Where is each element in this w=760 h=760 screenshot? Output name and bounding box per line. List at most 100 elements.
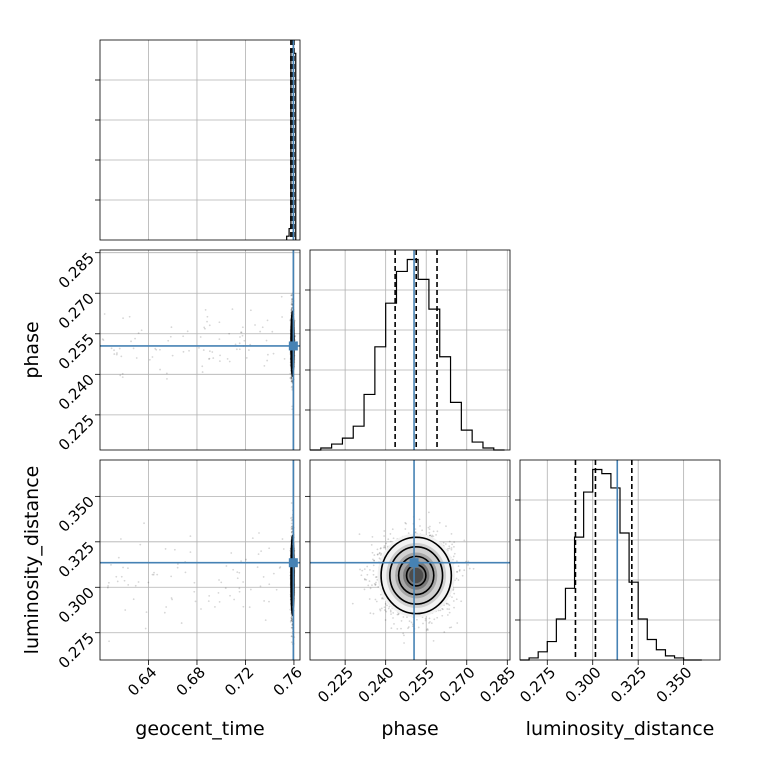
scatter-point bbox=[378, 552, 381, 555]
histogram-bin bbox=[629, 582, 638, 660]
scatter-point bbox=[116, 580, 119, 583]
scatter-point bbox=[290, 526, 293, 529]
scatter-point bbox=[218, 360, 221, 363]
panel-border bbox=[99, 39, 301, 241]
scatter-point bbox=[206, 320, 208, 323]
scatter-point bbox=[208, 350, 211, 353]
scatter-point bbox=[156, 573, 159, 576]
histogram-bin bbox=[461, 430, 472, 450]
scatter-point bbox=[208, 357, 211, 360]
scatter-point bbox=[235, 348, 238, 351]
histogram-step-phase bbox=[310, 258, 505, 451]
scatter-point bbox=[234, 343, 237, 346]
scatter-point bbox=[375, 600, 378, 603]
scatter-point bbox=[363, 568, 366, 571]
scatter-point bbox=[444, 543, 447, 545]
scatter-point bbox=[294, 339, 297, 342]
scatter-point bbox=[289, 377, 292, 379]
scatter-point bbox=[290, 635, 293, 638]
scatter-point bbox=[450, 547, 453, 549]
scatter-point bbox=[435, 533, 437, 536]
scatter-point bbox=[281, 316, 284, 318]
scatter-point bbox=[373, 554, 376, 556]
scatter-point bbox=[290, 377, 293, 379]
scatter-point bbox=[445, 602, 448, 605]
scatter-point bbox=[417, 626, 420, 629]
scatter-point bbox=[463, 569, 466, 572]
scatter-point bbox=[290, 519, 293, 522]
scatter-point bbox=[263, 600, 266, 602]
scatter-point bbox=[263, 364, 266, 367]
scatter-point bbox=[437, 609, 440, 612]
scatter-point bbox=[171, 354, 174, 357]
scatter-point bbox=[432, 530, 435, 533]
scatter-point bbox=[291, 626, 293, 629]
scatter-point bbox=[290, 619, 293, 621]
scatter-point bbox=[383, 535, 386, 537]
scatter-point bbox=[242, 581, 245, 583]
scatter-point bbox=[424, 617, 427, 620]
histogram-bin bbox=[353, 426, 364, 450]
scatter-panel-geocent_time-luminosity_distance bbox=[95, 459, 301, 661]
scatter-point bbox=[403, 642, 405, 644]
scatter-point bbox=[429, 620, 431, 623]
scatter-point bbox=[127, 567, 129, 570]
histogram-bin bbox=[375, 347, 386, 450]
scatter-point bbox=[290, 619, 293, 622]
scatter-point bbox=[383, 609, 386, 611]
scatter-point bbox=[291, 525, 293, 528]
scatter-point bbox=[200, 608, 202, 610]
scatter-point bbox=[127, 583, 130, 586]
scatter-point bbox=[372, 564, 375, 567]
scatter-point bbox=[405, 522, 408, 525]
scatter-point bbox=[421, 529, 424, 532]
histogram-bin bbox=[418, 279, 429, 450]
scatter-point bbox=[455, 598, 458, 601]
scatter-point bbox=[427, 526, 430, 529]
scatter-point bbox=[374, 598, 377, 601]
scatter-point bbox=[371, 535, 374, 538]
scatter-point bbox=[238, 348, 241, 351]
hist-panel-phase bbox=[305, 249, 511, 451]
scatter-point bbox=[155, 348, 158, 351]
scatter-point bbox=[242, 605, 245, 608]
scatter-point bbox=[379, 547, 382, 550]
histogram-bin bbox=[429, 309, 440, 450]
scatter-point bbox=[446, 614, 449, 616]
scatter-point bbox=[236, 571, 239, 574]
scatter-point bbox=[291, 298, 293, 301]
hist-panel-geocent_time bbox=[95, 39, 301, 241]
scatter-point bbox=[458, 568, 461, 571]
scatter-point bbox=[447, 603, 450, 606]
scatter-point bbox=[139, 543, 142, 546]
scatter-point bbox=[373, 582, 376, 585]
scatter-point bbox=[361, 569, 364, 572]
histogram-bin bbox=[364, 394, 375, 450]
scatter-point bbox=[456, 622, 459, 624]
scatter-point bbox=[268, 583, 271, 586]
scatter-point bbox=[441, 614, 444, 617]
scatter-point bbox=[132, 598, 135, 601]
scatter-point bbox=[211, 351, 214, 353]
scatter-point bbox=[208, 594, 211, 597]
scatter-point bbox=[403, 634, 405, 637]
scatter-point bbox=[163, 611, 166, 614]
scatter-point bbox=[218, 321, 221, 324]
scatter-point bbox=[407, 627, 409, 630]
scatter-point bbox=[404, 528, 407, 530]
scatter-point bbox=[208, 324, 211, 327]
scatter-point bbox=[369, 587, 372, 590]
scatter-point bbox=[448, 608, 451, 610]
scatter-point bbox=[259, 330, 262, 333]
scatter-point bbox=[388, 605, 391, 608]
scatter-point bbox=[186, 330, 189, 333]
truth-marker bbox=[288, 341, 298, 351]
scatter-point bbox=[290, 299, 293, 302]
scatter-point bbox=[414, 531, 417, 534]
scatter-point bbox=[204, 327, 206, 330]
scatter-point bbox=[396, 627, 399, 630]
scatter-point bbox=[289, 372, 292, 375]
scatter-point bbox=[422, 622, 424, 625]
scatter-point bbox=[290, 517, 292, 519]
histogram-bin bbox=[602, 474, 611, 660]
